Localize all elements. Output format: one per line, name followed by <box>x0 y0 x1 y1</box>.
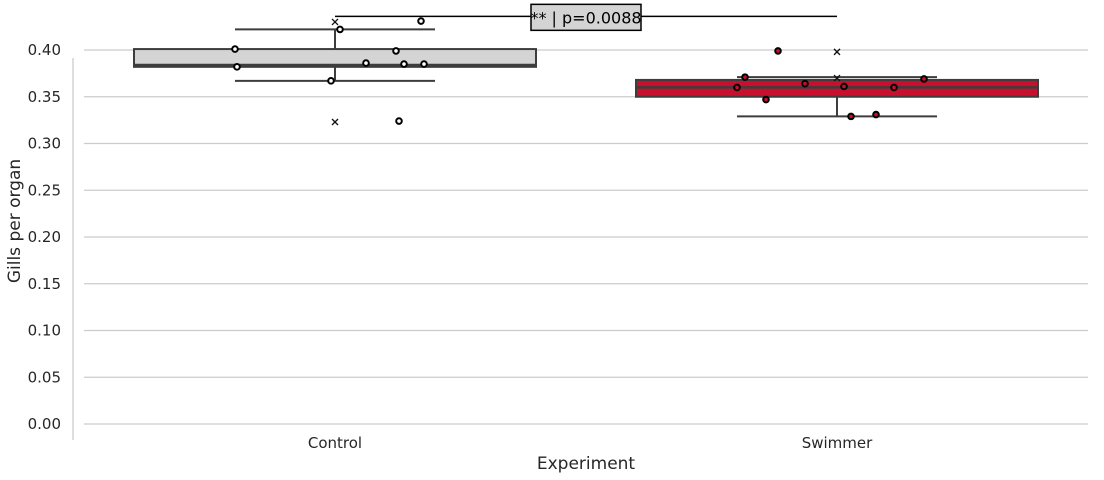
y-tick-label: 0.20 <box>28 228 61 246</box>
significance-label: ** | p=0.0088 <box>530 8 641 27</box>
significance-label-box <box>530 3 642 32</box>
y-tick-label: 0.15 <box>28 275 61 293</box>
y-axis-label: Gills per organ <box>5 159 25 283</box>
outlier-marker-stroke <box>331 118 339 126</box>
axes: 0.00 0.05 0.10 0.15 0.20 0.25 0.30 0.35 0.40 Cont… <box>28 41 874 452</box>
data-point <box>762 95 770 104</box>
data-point <box>327 77 335 85</box>
y-tick-label: 0.35 <box>28 88 61 106</box>
data-point <box>733 83 741 92</box>
mean-marker <box>833 74 841 82</box>
y-tick-label: 0.00 <box>28 415 61 433</box>
data-point <box>847 112 855 121</box>
data-point <box>233 63 241 71</box>
data-point <box>420 60 428 68</box>
x-tick-label: Control <box>308 434 362 452</box>
x-tick-label: Swimmer <box>802 434 873 452</box>
data-point <box>231 45 239 53</box>
y-tick-label: 0.40 <box>28 41 61 59</box>
data-points <box>231 17 928 125</box>
y-tick-label: 0.05 <box>28 368 61 386</box>
mean-marker <box>331 18 339 26</box>
data-point <box>362 59 370 67</box>
data-point <box>801 79 809 88</box>
outlier-marker-stroke <box>833 48 841 56</box>
data-point <box>336 25 344 34</box>
data-point <box>920 75 928 83</box>
outlier-marker <box>331 118 339 126</box>
data-point <box>741 73 749 81</box>
data-point <box>774 47 782 55</box>
grid-lines <box>84 49 1088 425</box>
data-point <box>400 60 408 68</box>
data-point <box>395 117 403 125</box>
data-point <box>840 82 848 91</box>
data-point <box>872 110 880 119</box>
y-tick-label: 0.10 <box>28 322 61 340</box>
outlier-marker <box>833 48 841 56</box>
y-tick-label: 0.30 <box>28 135 61 153</box>
boxes <box>133 18 1039 126</box>
data-point <box>392 47 400 55</box>
y-tick-label: 0.25 <box>28 181 61 199</box>
mean-marker-stroke <box>331 18 339 26</box>
data-point <box>417 17 425 25</box>
box-iqr <box>133 48 537 68</box>
data-point <box>890 83 898 92</box>
x-axis-label: Experiment <box>537 454 636 474</box>
axis-labels: Experiment Gills per organ <box>5 159 635 474</box>
mean-marker-stroke <box>833 74 841 82</box>
significance-annotation: ** | p=0.0088 <box>335 3 837 32</box>
